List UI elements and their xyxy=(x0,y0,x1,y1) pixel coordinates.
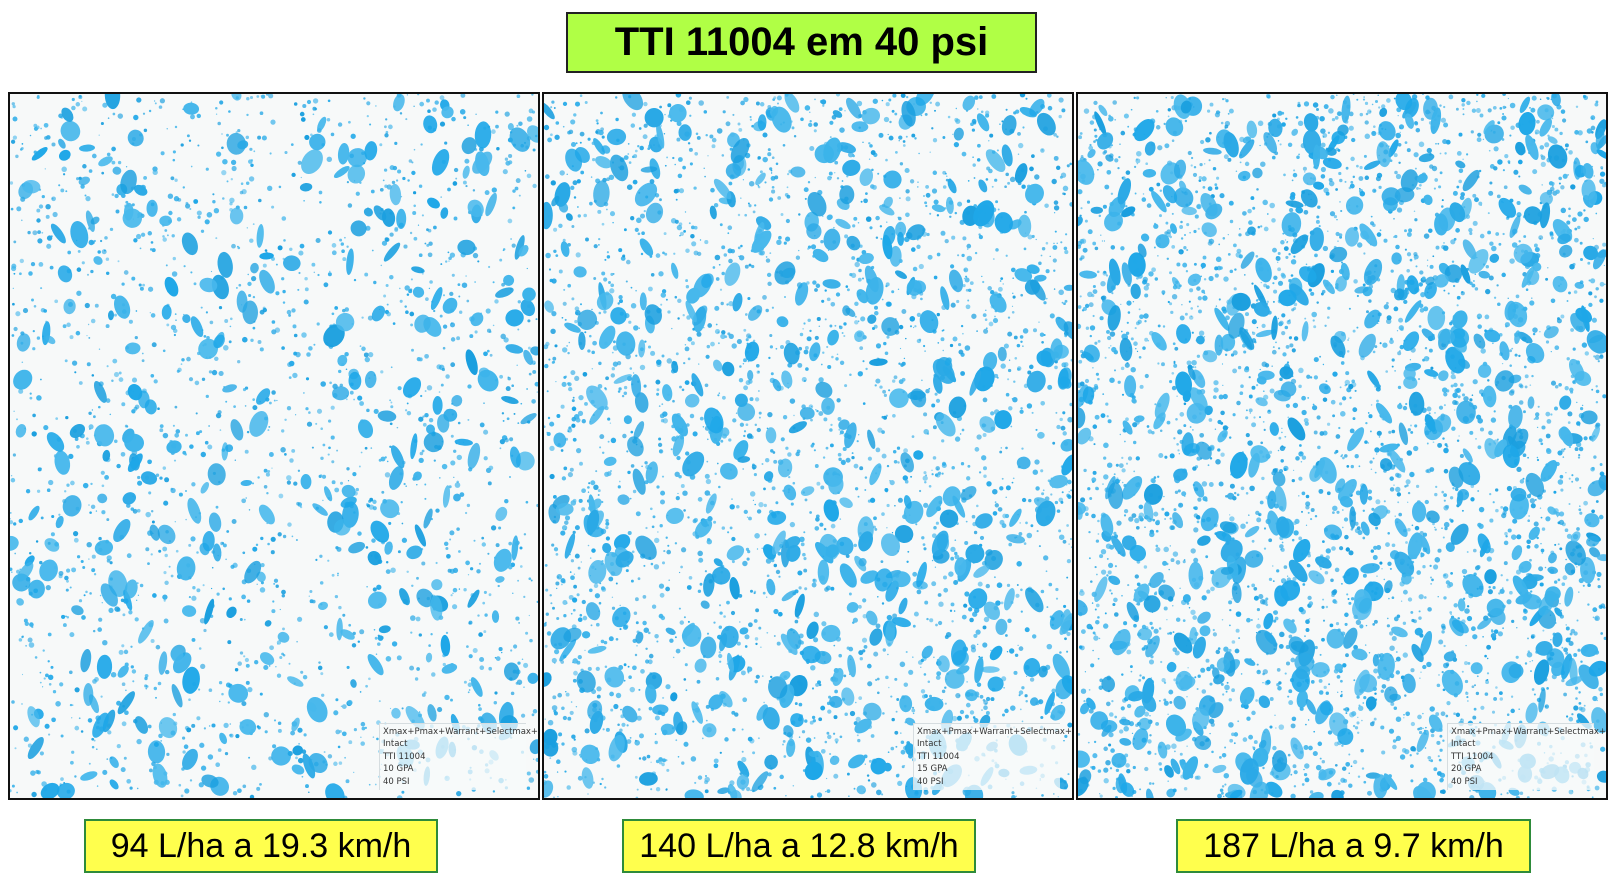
card-note-line: 20 GPA xyxy=(1451,764,1482,774)
card-note-line: 10 GPA xyxy=(383,764,414,774)
spray-card-3: Xmax+Pmax+Warrant+Selectmax+ Intact TTI … xyxy=(1076,92,1608,800)
card-note-line: Xmax+Pmax+Warrant+Selectmax+ xyxy=(917,726,1073,737)
slide-title: TTI 11004 em 40 psi xyxy=(566,12,1037,73)
card-note-line: Xmax+Pmax+Warrant+Selectmax+ xyxy=(383,726,539,737)
card-note-line: TTI 11004 xyxy=(1451,751,1494,762)
card-note-2: Xmax+Pmax+Warrant+Selectmax+ Intact TTI … xyxy=(913,722,1073,790)
card-note-line: Intact xyxy=(1451,739,1476,749)
card-note-1: Xmax+Pmax+Warrant+Selectmax+ Intact TTI … xyxy=(379,722,539,790)
card-note-line: Intact xyxy=(383,739,408,749)
card-note-line: Intact xyxy=(917,739,942,749)
droplet-pattern-2 xyxy=(544,94,1072,798)
droplet-pattern-1 xyxy=(10,94,538,798)
card-note-line: TTI 11004 xyxy=(383,751,426,762)
caption-1: 94 L/ha a 19.3 km/h xyxy=(84,819,438,873)
caption-2: 140 L/ha a 12.8 km/h xyxy=(622,819,976,873)
droplet-pattern-3 xyxy=(1078,94,1606,798)
card-note-3: Xmax+Pmax+Warrant+Selectmax+ Intact TTI … xyxy=(1447,722,1607,790)
card-note-line: 40 PSI xyxy=(1451,776,1478,787)
caption-3: 187 L/ha a 9.7 km/h xyxy=(1176,819,1531,873)
spray-card-1: Xmax+Pmax+Warrant+Selectmax+ Intact TTI … xyxy=(8,92,540,800)
card-note-line: 40 PSI xyxy=(917,776,944,787)
card-note-line: TTI 11004 xyxy=(917,751,960,762)
spray-card-2: Xmax+Pmax+Warrant+Selectmax+ Intact TTI … xyxy=(542,92,1074,800)
card-note-line: 40 PSI xyxy=(383,776,410,787)
card-note-line: Xmax+Pmax+Warrant+Selectmax+ xyxy=(1451,726,1607,737)
card-note-line: 15 GPA xyxy=(917,764,948,774)
